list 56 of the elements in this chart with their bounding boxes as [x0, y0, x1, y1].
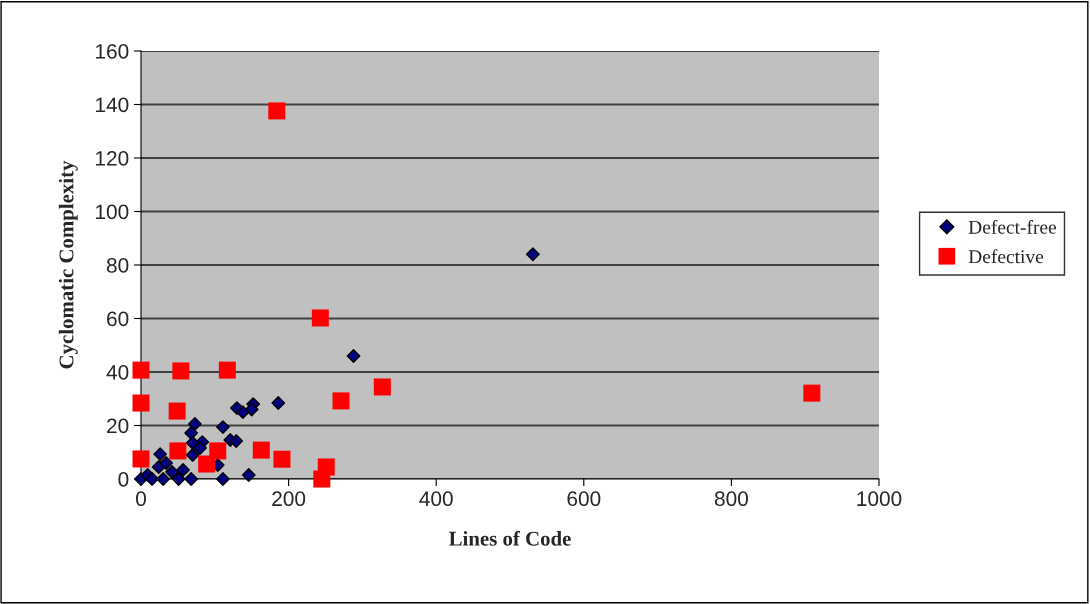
point [252, 441, 270, 459]
x-tick-label: 0 [136, 491, 146, 507]
point [241, 468, 256, 482]
point [193, 441, 207, 455]
point [271, 396, 286, 410]
y-tick-label: 120 [96, 151, 129, 166]
point [216, 472, 230, 486]
point [165, 465, 179, 479]
point [184, 472, 199, 486]
point [311, 309, 329, 327]
y-tick-label: 100 [96, 204, 129, 220]
point [185, 448, 200, 462]
y-tick-label: 20 [107, 418, 129, 434]
point [244, 402, 259, 417]
point [235, 405, 250, 420]
x-tick-label: 600 [567, 491, 601, 507]
point [273, 450, 291, 468]
y-tick-label: 80 [106, 258, 129, 273]
x-tick-label: 800 [714, 491, 748, 507]
point [159, 456, 173, 470]
x-tick-label: 400 [419, 491, 453, 507]
x-tick-label: 200 [272, 491, 306, 507]
point [132, 394, 150, 412]
point [132, 450, 150, 468]
point [373, 378, 391, 396]
legend-label: Defect-free [968, 219, 1057, 234]
point [313, 470, 331, 488]
y-tick-label: 160 [96, 44, 129, 59]
x-axis-title: Lines of Code [449, 530, 571, 546]
point [156, 472, 171, 486]
point [209, 442, 227, 460]
point [268, 102, 286, 120]
y-tick-label: 40 [106, 365, 129, 380]
point [169, 442, 187, 460]
point [168, 402, 186, 420]
point [216, 420, 230, 435]
point [172, 362, 190, 380]
y-tick-label: 140 [96, 97, 129, 113]
point [218, 361, 236, 379]
y-axis-title: Cyclomatic Complexity [58, 160, 78, 369]
point [803, 384, 821, 402]
point [176, 462, 190, 477]
point [332, 392, 350, 410]
point [145, 472, 159, 486]
point [229, 434, 244, 448]
point [198, 455, 216, 473]
point [525, 247, 540, 262]
point [187, 416, 202, 431]
y-tick-label: 60 [107, 311, 129, 327]
point [132, 361, 150, 379]
legend-label: Defective [968, 249, 1044, 264]
point [346, 349, 361, 363]
point [153, 447, 168, 462]
y-tick-label: 0 [118, 472, 129, 487]
point [184, 426, 199, 440]
x-tick-label: 1000 [857, 491, 902, 507]
